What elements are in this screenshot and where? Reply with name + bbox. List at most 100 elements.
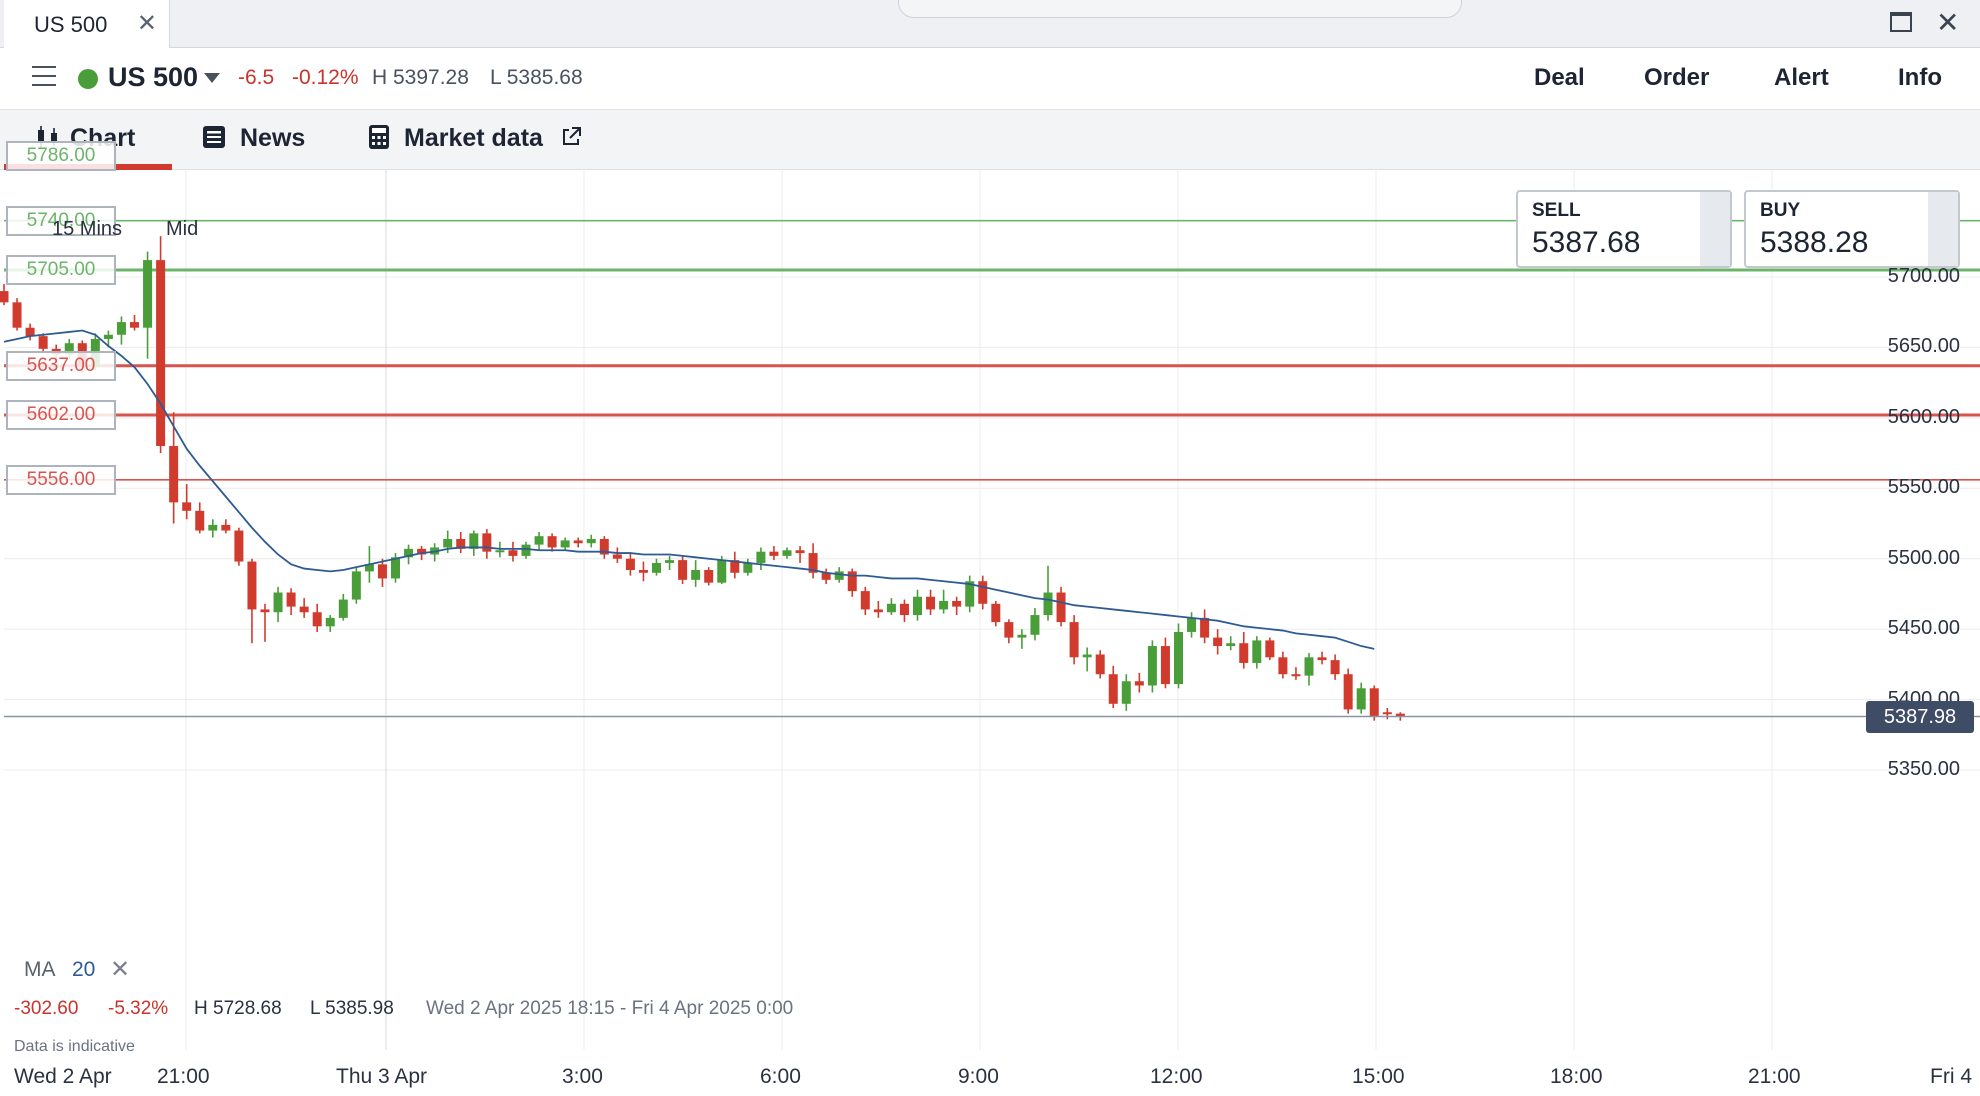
window-tab[interactable]: US 500 ✕	[4, 0, 170, 48]
window-drag-handle[interactable]	[898, 0, 1462, 18]
price-level-label[interactable]: 5637.00	[6, 350, 116, 381]
price-change: -6.5	[238, 66, 275, 89]
candle-up	[404, 548, 414, 558]
tab-market-data-label: Market data	[404, 124, 543, 152]
sell-price: 5387.68	[1532, 226, 1641, 259]
info-button[interactable]: Info	[1898, 64, 1942, 91]
price-level-label[interactable]: 5786.00	[6, 140, 116, 171]
candle-up	[495, 550, 505, 553]
candle-up	[351, 571, 361, 600]
chart-interval[interactable]: 15 Mins	[52, 218, 123, 240]
candle-down	[169, 446, 179, 503]
sell-button[interactable]: SELL 5387.68	[1516, 190, 1732, 268]
candle-down	[130, 322, 139, 328]
indicator-name[interactable]: MA	[24, 958, 56, 981]
range-change: -302.60	[14, 998, 79, 1019]
candlestick-icon	[38, 126, 57, 148]
price-level-label[interactable]: 5556.00	[6, 464, 116, 495]
buy-button-edge	[1928, 192, 1958, 266]
candle-down	[234, 530, 244, 562]
candle-up	[717, 560, 727, 583]
candle-up	[886, 603, 896, 613]
candle-down	[417, 548, 427, 555]
candle-down	[1291, 674, 1301, 677]
chevron-down-icon[interactable]	[204, 73, 220, 83]
candle-down	[156, 260, 166, 447]
sell-button-edge	[1700, 192, 1730, 266]
range-high: H 5728.68	[194, 998, 282, 1019]
candle-down	[1160, 646, 1170, 685]
candle-up	[143, 260, 153, 328]
candle-up	[208, 524, 218, 531]
candle-up	[273, 592, 283, 613]
buy-button[interactable]: BUY 5388.28	[1744, 190, 1960, 268]
candle-down	[1343, 674, 1353, 710]
price-level-label[interactable]: 5602.00	[6, 400, 116, 431]
buy-price: 5388.28	[1760, 226, 1869, 259]
calculator-icon	[369, 125, 389, 149]
price-chart[interactable]: 5786.00 5740.00 5705.00 5637.00 5602.00 5556.…	[0, 140, 1980, 1096]
tab-market-data[interactable]: Market data	[368, 124, 582, 153]
alert-button[interactable]: Alert	[1774, 64, 1829, 91]
candle-up	[834, 571, 844, 580]
candle-up	[560, 540, 570, 548]
chart-price-type[interactable]: Mid	[166, 218, 199, 240]
candle-down	[1278, 657, 1288, 675]
candle-down	[1395, 713, 1405, 717]
close-icon[interactable]: ✕	[1936, 7, 1960, 38]
x-axis-tick-label: 21:00	[1748, 1065, 1801, 1088]
close-icon[interactable]: ✕	[110, 956, 131, 983]
candle-down	[952, 600, 962, 607]
candle-down	[377, 564, 387, 579]
y-axis-tick-label: 5600.00	[1887, 405, 1960, 428]
candle-up	[325, 617, 335, 627]
candle-down	[456, 538, 466, 549]
candle-down	[1239, 643, 1249, 663]
candle-up	[782, 550, 792, 556]
market-symbol[interactable]: US 500	[108, 62, 199, 92]
y-axis-tick-label: 5500.00	[1887, 546, 1960, 569]
candle-down	[860, 591, 870, 610]
candle-down	[978, 581, 988, 604]
session-low: L 5385.68	[490, 66, 583, 89]
price-level-label[interactable]: 5705.00	[6, 254, 116, 285]
deal-button[interactable]: Deal	[1534, 64, 1585, 91]
candle-up	[1304, 657, 1314, 676]
candle-down	[547, 536, 557, 548]
candle-up	[338, 599, 348, 618]
maximize-icon[interactable]	[1890, 12, 1912, 32]
candle-up	[1226, 643, 1236, 647]
candle-up	[665, 560, 675, 563]
y-axis-tick-label: 5450.00	[1887, 617, 1960, 640]
candle-up	[521, 544, 531, 556]
indicator-period[interactable]: 20	[72, 958, 96, 981]
candle-down	[1056, 592, 1066, 623]
candle-down	[482, 533, 492, 552]
candle-up	[586, 538, 596, 544]
session-high: H 5397.28	[372, 66, 469, 89]
candle-down	[12, 302, 22, 328]
candle-up	[534, 536, 544, 545]
x-axis-tick-label: 15:00	[1352, 1065, 1405, 1088]
x-axis-tick-label: 3:00	[562, 1065, 603, 1088]
candle-down	[808, 553, 818, 573]
tab-news[interactable]: News	[202, 124, 305, 153]
external-link-icon	[562, 127, 581, 145]
range-change-percent: -5.32%	[108, 998, 169, 1019]
candle-up	[1174, 631, 1183, 685]
candle-down	[1382, 712, 1392, 715]
order-button[interactable]: Order	[1644, 64, 1710, 91]
close-icon[interactable]: ✕	[136, 10, 157, 37]
candle-up	[939, 600, 949, 610]
candle-up	[1082, 654, 1092, 658]
hamburger-menu-icon[interactable]	[32, 66, 56, 86]
candle-up	[103, 334, 113, 339]
candle-up	[652, 562, 661, 573]
chart-canvas[interactable]	[0, 170, 1980, 1096]
disclaimer: Data is indicative	[14, 1038, 135, 1055]
candle-up	[756, 551, 766, 563]
candle-up	[1356, 688, 1366, 710]
price-level-label[interactable]: 5740.00	[6, 205, 116, 236]
candle-down	[38, 336, 48, 349]
candle-down	[0, 291, 9, 303]
